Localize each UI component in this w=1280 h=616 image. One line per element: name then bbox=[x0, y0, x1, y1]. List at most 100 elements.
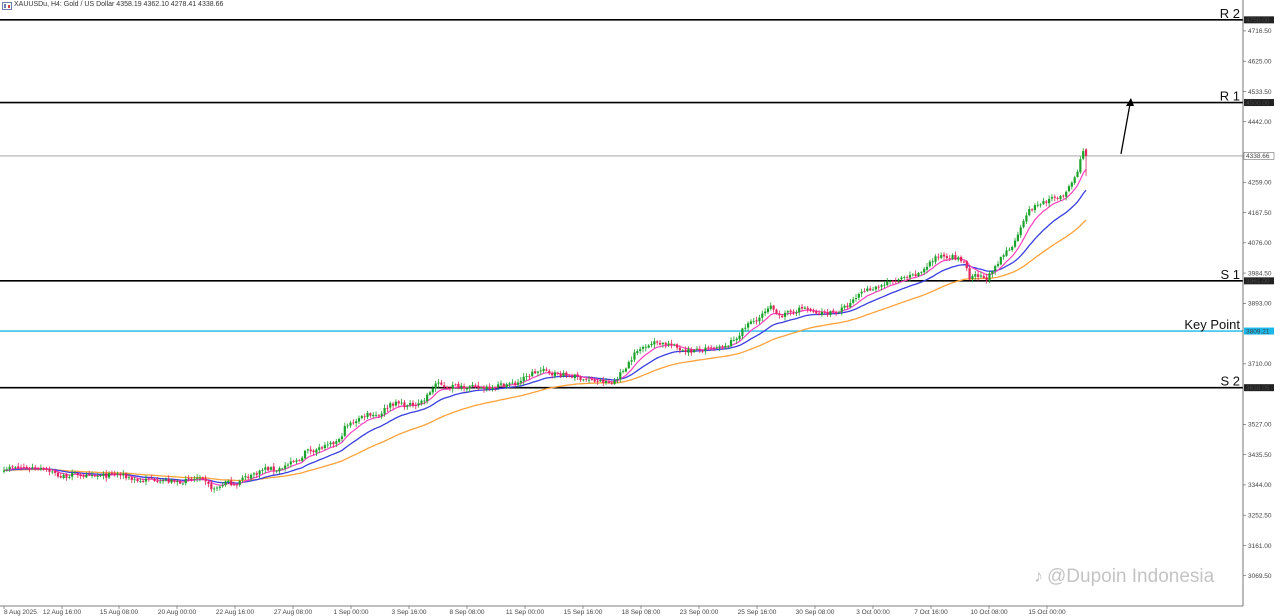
candle-body bbox=[957, 257, 960, 260]
candle-body bbox=[315, 449, 318, 453]
candle-body bbox=[235, 484, 238, 486]
candle-body bbox=[593, 379, 596, 382]
candle-body bbox=[426, 394, 429, 402]
candle-body bbox=[5, 469, 8, 471]
candle-body bbox=[962, 261, 966, 263]
candle-body bbox=[269, 467, 273, 470]
candle-body bbox=[968, 268, 971, 280]
candle-body bbox=[346, 425, 349, 427]
candle-body bbox=[79, 474, 82, 477]
candle-body bbox=[1005, 250, 1008, 256]
candle-body bbox=[247, 476, 250, 479]
candle-body bbox=[1084, 149, 1088, 156]
candle-body bbox=[917, 272, 920, 277]
candle-body bbox=[888, 281, 892, 283]
y-tick-label: 3527.00 bbox=[1248, 422, 1272, 429]
candle-body bbox=[832, 310, 835, 313]
candle-body bbox=[1079, 159, 1082, 173]
candle-body bbox=[636, 351, 639, 354]
candle-body bbox=[54, 470, 57, 473]
level-label: S 2 bbox=[1220, 374, 1240, 389]
candle-body bbox=[908, 274, 912, 278]
candle-body bbox=[275, 470, 278, 472]
candle-body bbox=[8, 466, 11, 470]
candle-body bbox=[519, 380, 522, 383]
candle-body bbox=[1013, 240, 1017, 247]
candle-body bbox=[440, 382, 443, 385]
candle-body bbox=[710, 347, 713, 349]
candle-body bbox=[1067, 186, 1071, 192]
y-tick-label: 4716.50 bbox=[1248, 28, 1272, 35]
candle-body bbox=[826, 312, 829, 315]
candle-body bbox=[539, 370, 542, 372]
candle-body bbox=[34, 467, 37, 469]
candle-body bbox=[755, 320, 758, 322]
candle-body bbox=[267, 467, 270, 471]
watermark: ♪ @Dupoin Indonesia bbox=[1034, 566, 1214, 588]
candle-body bbox=[505, 384, 508, 388]
candle-body bbox=[528, 376, 531, 377]
candle-body bbox=[548, 370, 551, 374]
candle-body bbox=[153, 479, 156, 481]
candle-body bbox=[343, 426, 346, 436]
candle-body bbox=[417, 403, 420, 406]
candle-body bbox=[576, 374, 579, 377]
candle-body bbox=[181, 483, 185, 485]
x-tick-label: 15 Sep 16:00 bbox=[564, 609, 603, 616]
candle-body bbox=[982, 275, 985, 278]
candle-body bbox=[934, 256, 937, 262]
level-price-box bbox=[1244, 384, 1274, 392]
candle-body bbox=[536, 371, 540, 373]
level-price-text: 3809.21 bbox=[1246, 328, 1270, 335]
candle-body bbox=[693, 349, 696, 353]
candle-body bbox=[871, 289, 875, 291]
candle-body bbox=[68, 477, 71, 479]
candle-body bbox=[357, 418, 361, 422]
candle-body bbox=[434, 383, 437, 389]
candle-body bbox=[213, 488, 216, 490]
candle-body bbox=[22, 467, 25, 469]
candle-body bbox=[374, 414, 378, 416]
candle-body bbox=[82, 475, 85, 477]
candle-body bbox=[258, 470, 261, 475]
candle-body bbox=[585, 378, 588, 380]
candle-body bbox=[130, 477, 133, 481]
candle-body bbox=[298, 460, 301, 462]
candle-body bbox=[147, 478, 150, 480]
x-tick-label: 30 Sep 08:00 bbox=[796, 609, 835, 616]
candle-body bbox=[900, 277, 903, 280]
candle-body bbox=[281, 468, 284, 470]
candle-body bbox=[789, 310, 792, 313]
candle-body bbox=[602, 379, 605, 383]
candle-body bbox=[329, 442, 332, 445]
candle-body bbox=[1065, 191, 1068, 197]
candle-body bbox=[335, 441, 338, 444]
candle-body bbox=[482, 386, 486, 389]
candle-body bbox=[698, 348, 701, 351]
candle-body bbox=[380, 413, 383, 416]
candle-body bbox=[303, 450, 307, 459]
candle-body bbox=[1042, 201, 1045, 205]
candle-body bbox=[1002, 255, 1005, 257]
level-price-box bbox=[1244, 277, 1274, 285]
candle-body bbox=[849, 302, 852, 308]
candle-body bbox=[641, 346, 645, 349]
chart-type-icon[interactable] bbox=[2, 2, 12, 10]
candle-body bbox=[159, 481, 162, 483]
candle-body bbox=[332, 442, 335, 445]
candle-body bbox=[19, 467, 23, 469]
candle-body bbox=[815, 311, 818, 314]
candle-body bbox=[144, 478, 148, 482]
candle-body bbox=[110, 472, 114, 474]
candle-body bbox=[215, 487, 219, 489]
candle-body bbox=[491, 387, 494, 390]
candle-body bbox=[264, 467, 267, 470]
x-tick-label: 22 Aug 16:00 bbox=[216, 609, 255, 616]
candle-body bbox=[397, 401, 400, 404]
x-tick-label: 7 Oct 16:00 bbox=[914, 609, 948, 616]
candle-body bbox=[1082, 151, 1085, 159]
candle-body bbox=[1025, 215, 1028, 222]
candle-body bbox=[843, 305, 846, 308]
candle-body bbox=[590, 379, 593, 381]
